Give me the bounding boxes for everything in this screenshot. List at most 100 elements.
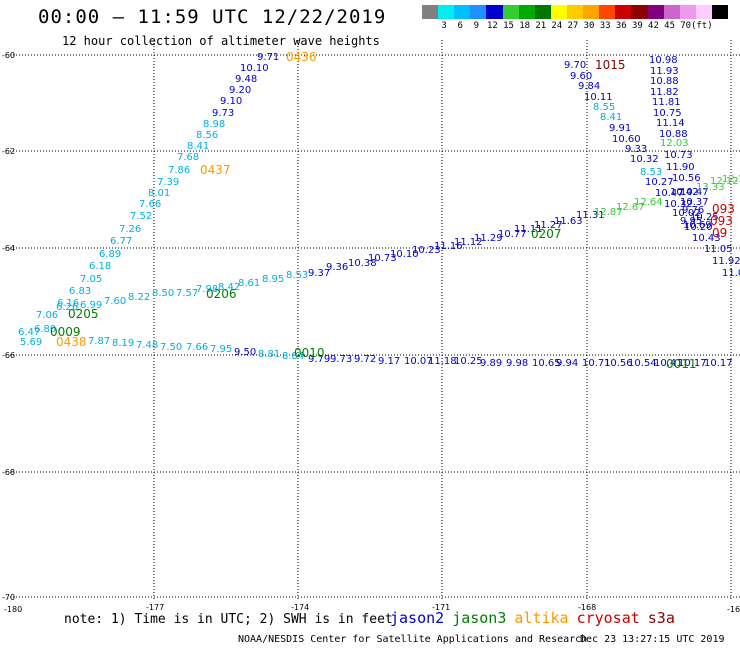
scale-swatch	[711, 5, 729, 19]
lon-label: -174	[291, 603, 309, 612]
lat-label: -60	[2, 51, 15, 60]
swh-value: 13.33	[696, 182, 725, 193]
wave-height-color-scale	[422, 5, 729, 19]
lat-label: -66	[2, 351, 15, 360]
swh-value: 12.12	[710, 176, 739, 187]
legend-satellite: jason3	[452, 609, 507, 627]
swh-value: 10.75	[653, 108, 682, 119]
swh-value: 8.22	[128, 292, 150, 303]
swh-value: 8.41	[187, 141, 209, 152]
pass-time-labels: 0436 0437 0438 1015 0205 0206 0207 0009 0010 0011…	[50, 50, 735, 371]
swh-value: 10.41	[654, 358, 683, 369]
swh-value: 10.20	[684, 222, 713, 233]
swh-value: 11.90	[666, 162, 695, 173]
satellite-legend: jason2 jason3 altika cryosat s3a	[390, 609, 683, 627]
swh-value: 6.18	[89, 261, 111, 272]
map-title: 00:00 – 11:59 UTC 12/22/2019	[38, 6, 387, 28]
swh-value: 7.66	[186, 342, 208, 353]
swh-value: 5.69	[20, 337, 42, 348]
lon-label: -171	[432, 603, 450, 612]
legend-satellite: jason2	[390, 609, 445, 627]
swh-value: 9.94	[556, 358, 578, 369]
swh-value: 9.50	[234, 347, 256, 358]
scale-swatch	[502, 5, 519, 19]
swh-value: 10.10	[240, 63, 269, 74]
swh-value: 10.43	[692, 233, 721, 244]
wave-height-points: 9.7110.109.489.209.109.738.988.568.417.6…	[18, 52, 740, 369]
lat-label: -68	[2, 468, 15, 477]
lon-label: -16	[727, 605, 740, 614]
swh-value: 7.60	[104, 296, 126, 307]
swh-value: 8.55	[593, 102, 615, 113]
swh-value: 11.29	[474, 233, 503, 244]
pass-time-label: 1015	[595, 58, 626, 72]
swh-value: 11.16	[434, 241, 463, 252]
swh-value: 10.65	[532, 358, 561, 369]
swh-value: 9.17	[378, 356, 400, 367]
swh-value: 7.68	[177, 152, 199, 163]
swh-value: 11.27	[534, 220, 563, 231]
pass-time-label: 0009	[50, 325, 81, 339]
swh-value: 9.73	[212, 108, 234, 119]
swh-value: 10.60	[612, 134, 641, 145]
swh-value: 11.81	[652, 97, 681, 108]
scale-swatch	[599, 5, 616, 19]
swh-value: 10.47	[680, 187, 709, 198]
swh-value: 9.79	[308, 354, 330, 365]
swh-value: 11.31	[576, 210, 605, 221]
legend-satellite: s3a	[647, 609, 675, 627]
swh-value: 8.95	[262, 274, 284, 285]
swh-value: 12.87	[594, 207, 623, 218]
timestamp: Dec 23 13:27:15 UTC 2019	[580, 634, 725, 645]
swh-value: 9.70	[564, 60, 586, 71]
scale-label: 70	[680, 21, 692, 31]
scale-label: 18	[519, 21, 531, 31]
swh-value: 8.50	[152, 288, 174, 299]
pass-time-label: 0436	[286, 50, 317, 64]
scale-label: 30	[583, 21, 595, 31]
scale-swatch	[422, 5, 439, 19]
pass-time-label: 0206	[206, 287, 237, 301]
swh-value: 10.25	[454, 356, 483, 367]
swh-value: 8.61	[238, 278, 260, 289]
scale-label: (ft)	[690, 21, 713, 31]
swh-value: 8.56	[196, 130, 218, 141]
swh-value: 10.71	[582, 358, 611, 369]
swh-value: 9.36	[326, 262, 348, 273]
scale-label: 42	[648, 21, 659, 31]
swh-value: 10.56	[672, 173, 701, 184]
swh-value: 10.11	[584, 92, 613, 103]
swh-value: 10.88	[659, 129, 688, 140]
swh-value: 10.88	[650, 76, 679, 87]
swh-value: 11.93	[650, 66, 679, 77]
swh-value: 8.53	[286, 270, 308, 281]
swh-value: 9.71	[257, 52, 279, 63]
swh-value: 9.84	[578, 81, 600, 92]
pass-time-label: 093	[710, 214, 733, 228]
swh-value: 9.37	[308, 268, 330, 279]
scale-label: 45	[664, 21, 675, 31]
scale-swatch	[438, 5, 455, 19]
scale-swatch	[518, 5, 535, 19]
credit-line: NOAA/NESDIS Center for Satellite Applica…	[238, 634, 588, 645]
map-subtitle: 12 hour collection of altimeter wave hei…	[62, 34, 380, 48]
swh-value: 9.98	[506, 358, 528, 369]
swh-value: 7.06	[36, 310, 58, 321]
pass-time-label: 0207	[531, 227, 562, 241]
pass-time-label: 0437	[200, 163, 231, 177]
lat-label: -62	[2, 147, 15, 156]
swh-value: 10.17	[704, 358, 733, 369]
swh-value: 7.86	[168, 165, 190, 176]
swh-value: 10.47	[655, 188, 684, 199]
swh-value: 11.18	[428, 356, 457, 367]
swh-value: 9.10	[220, 96, 242, 107]
scale-label: 9	[473, 21, 480, 31]
scale-label: 36	[615, 21, 627, 31]
legend-satellite: cryosat	[576, 609, 640, 627]
swh-value: 9.95	[680, 216, 702, 227]
swh-value: 10.98	[649, 55, 678, 66]
swh-value: 6.89	[99, 249, 121, 260]
swh-value: 9.89	[480, 358, 502, 369]
color-scale-labels: 3 6 9 12 15 18 21 24 27 30 33 36 39 42 45 70 (ft)	[422, 21, 738, 33]
swh-value: 8.41	[600, 112, 622, 123]
